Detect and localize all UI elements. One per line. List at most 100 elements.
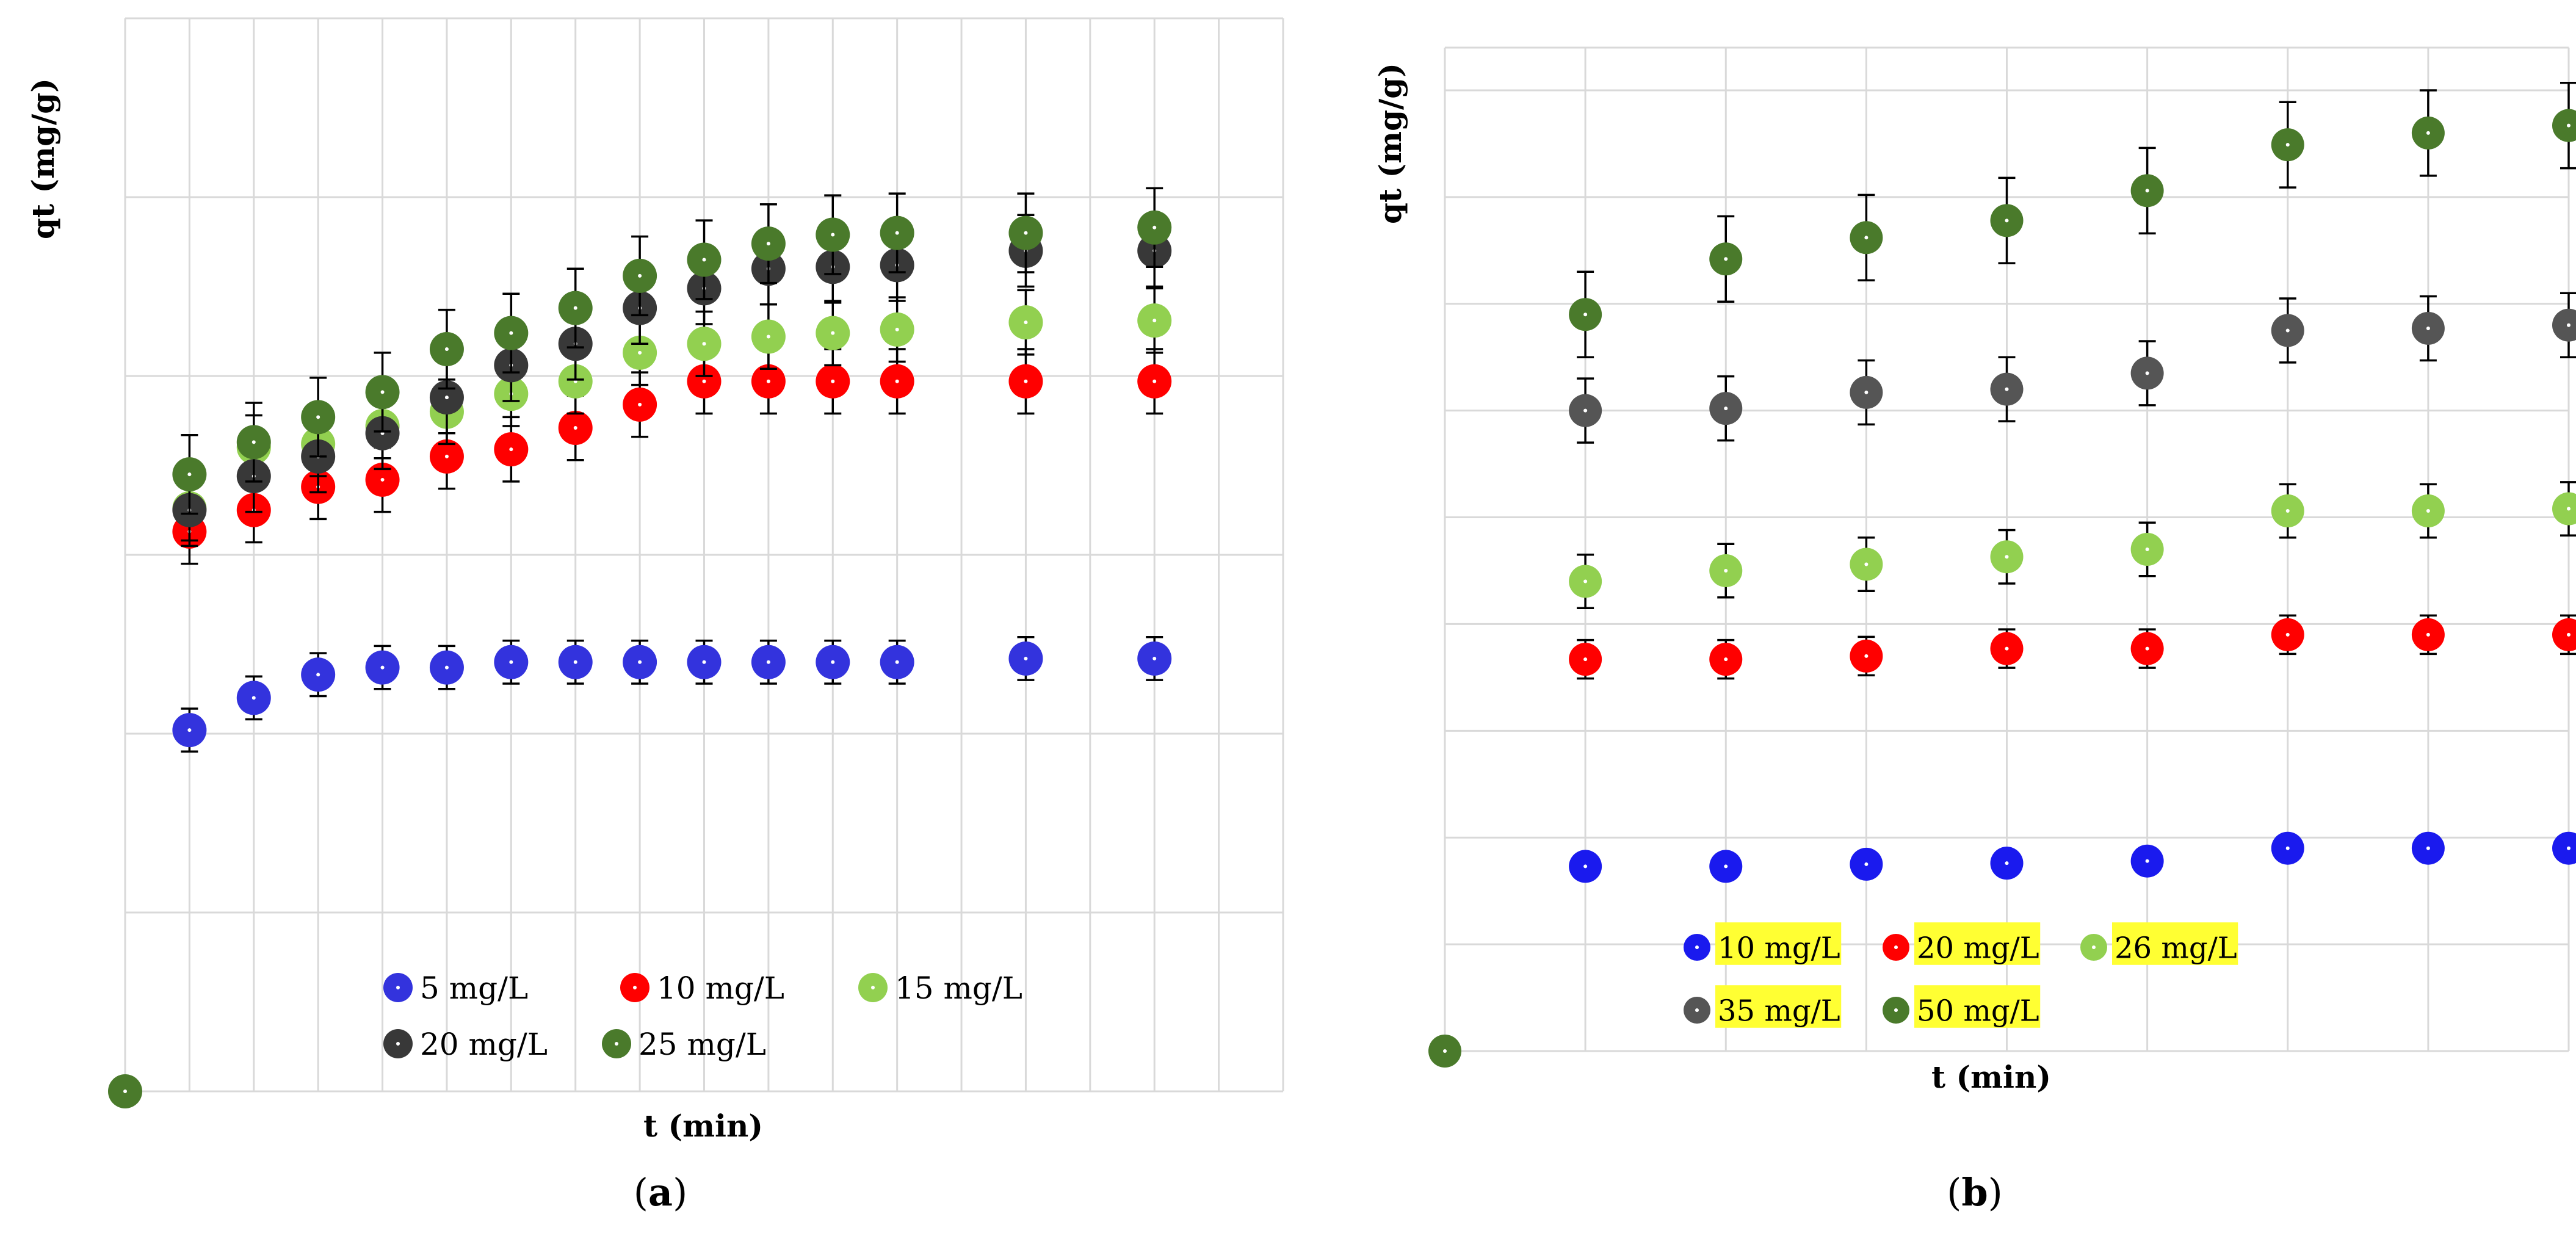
data-point-center [2145,189,2149,193]
data-point-center [2005,219,2009,223]
data-point-center [766,242,770,246]
data-point-center [316,415,320,419]
legend-marker-center [1894,945,1898,949]
legend-item: 10 mg/L [620,970,784,1006]
data-point-center [702,342,706,346]
data-point-center [2285,328,2290,333]
data-point-center [2426,846,2430,850]
data-point-center [1724,568,1728,573]
data-point-center [187,472,192,477]
data-point-center [1583,408,1588,413]
legend-label: 50 mg/L [1917,994,2039,1028]
data-points-b [1428,81,2576,1068]
legend-marker-center [871,986,875,989]
data-point-center [2145,371,2149,375]
data-point-center [1724,407,1728,411]
data-point-center [766,660,770,664]
data-point-center [444,454,449,458]
legend-marker-center [1695,945,1699,949]
data-point-center [380,665,385,670]
panel-label-a-letter: a [648,1170,673,1215]
data-point-center [895,231,899,235]
panel-label-b-letter: b [1961,1170,1988,1215]
data-point-center [1152,319,1157,323]
legend-marker-center [615,1042,618,1046]
data-point [2552,618,2576,651]
series-10-mg-L [1569,831,2576,883]
data-point-center [1152,379,1157,383]
data-point-center [2426,131,2430,135]
legend-label: 26 mg/L [2115,931,2237,965]
data-point-center [1724,257,1728,261]
series-35-mg-L [1569,292,2576,444]
data-point-center [1864,862,1869,866]
data-point-center [444,396,449,400]
data-point-center [702,379,706,383]
data-point-center [2567,632,2571,637]
chart-panel-b: t (min) qt (mg/g) 10 mg/L 20 mg/L 26 mg/L 3… [1372,46,2576,1215]
data-point-center [2426,326,2430,330]
data-point-center [1152,225,1157,229]
data-point-center [1024,379,1028,383]
data-point-center [509,331,513,335]
data-point-center [766,334,770,339]
legend-item: 26 mg/L [2080,922,2238,965]
data-point-center [1583,313,1588,317]
panel-label-b-close: ) [1988,1170,2003,1215]
data-point-center [1583,579,1588,584]
data-point-center [766,379,770,383]
data-point-center [1864,654,1869,658]
legend-item: 20 mg/L [1883,922,2041,965]
data-point-center [2567,507,2571,511]
legend-label: 25 mg/L [639,1027,766,1062]
data-point-center [831,233,835,237]
data-point-center [1024,320,1028,325]
data-point-center [1864,562,1869,566]
legend-item: 50 mg/L [1883,985,2041,1028]
legend-item: 20 mg/L [383,1027,548,1062]
data-point-center [2567,123,2571,128]
data-point-center [2145,859,2149,863]
data-point-center [1864,390,1869,394]
data-point-center [638,660,642,664]
legend-label: 20 mg/L [420,1027,548,1062]
legend-marker-center [396,986,400,989]
legend-highlight [1914,922,2041,965]
data-point-center [638,273,642,278]
origin-marker-center [123,1090,127,1093]
legend-highlight [2112,922,2238,965]
legend-label: 15 mg/L [895,970,1022,1006]
panel-label-a: (a) [634,1170,688,1215]
series-26-mg-L [1569,481,2576,609]
series-50-mg-L [1569,81,2576,358]
legend-label: 5 mg/L [420,970,528,1006]
legend-marker-center [1894,1008,1898,1012]
legend-highlight [1914,985,2041,1028]
data-point-center [895,327,899,331]
data-point-center [1024,656,1028,660]
legend-b: 10 mg/L 20 mg/L 26 mg/L 35 mg/L 50 mg/L [1684,922,2238,1028]
data-point-center [2426,509,2430,513]
data-point-center [2567,323,2571,327]
panel-label-a-open: ( [634,1170,648,1215]
data-point-center [2005,646,2009,651]
panel-label-b-open: ( [1947,1170,1961,1215]
data-point-center [2567,846,2571,850]
x-axis-label-b: t (min) [1931,1059,2051,1095]
legend-marker-center [2092,945,2096,949]
data-point-center [1864,236,1869,240]
legend-a: 5 mg/L 10 mg/L 15 mg/L 20 mg/L 25 mg/L [383,970,1022,1062]
legend-item: 15 mg/L [858,970,1022,1006]
legend-marker-center [396,1042,400,1046]
legend-item: 10 mg/L [1684,922,1842,965]
data-point-center [509,660,513,664]
legend-item: 25 mg/L [602,1027,766,1062]
data-point [2552,831,2576,865]
data-point-center [1024,231,1028,235]
data-point-center [831,379,835,383]
data-point-center [2005,387,2009,391]
data-points-a [108,187,1172,1108]
legend-label: 10 mg/L [1718,931,1840,965]
data-point-center [2285,846,2290,850]
